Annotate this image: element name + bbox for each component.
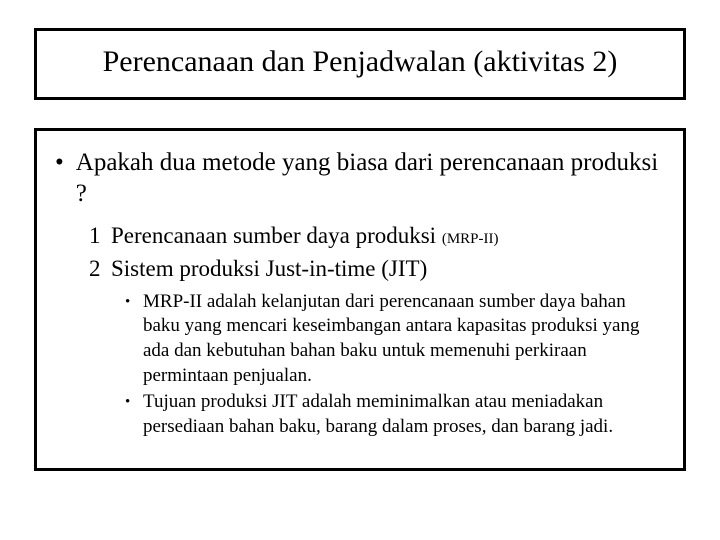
list-item: • MRP-II adalah kelanjutan dari perencan… (125, 290, 665, 389)
sub-bullet-list: • MRP-II adalah kelanjutan dari perencan… (125, 290, 665, 440)
slide-title: Perencanaan dan Penjadwalan (aktivitas 2… (47, 45, 673, 79)
item-text: Perencanaan sumber daya produksi (MRP-II… (111, 220, 499, 251)
list-item: 2 Sistem produksi Just-in-time (JIT) (89, 253, 665, 284)
main-bullet-text: Apakah dua metode yang biasa dari perenc… (76, 147, 665, 210)
list-item: • Tujuan produksi JIT adalah meminimalka… (125, 390, 665, 439)
content-box: • Apakah dua metode yang biasa dari pere… (34, 128, 686, 471)
bullet-dot-icon: • (55, 147, 64, 210)
list-item: 1 Perencanaan sumber daya produksi (MRP-… (89, 220, 665, 251)
bullet-dot-icon: • (125, 390, 143, 439)
bullet-dot-icon: • (125, 290, 143, 389)
numbered-list: 1 Perencanaan sumber daya produksi (MRP-… (89, 220, 665, 284)
main-bullet: • Apakah dua metode yang biasa dari pere… (55, 147, 665, 210)
slide-container: Perencanaan dan Penjadwalan (aktivitas 2… (0, 0, 720, 540)
sub-bullet-text: MRP-II adalah kelanjutan dari perencanaa… (143, 290, 665, 389)
item-number: 2 (89, 253, 111, 284)
sub-bullet-text: Tujuan produksi JIT adalah meminimalkan … (143, 390, 665, 439)
item-text: Sistem produksi Just-in-time (JIT) (111, 253, 427, 284)
item-number: 1 (89, 220, 111, 251)
title-box: Perencanaan dan Penjadwalan (aktivitas 2… (34, 28, 686, 100)
